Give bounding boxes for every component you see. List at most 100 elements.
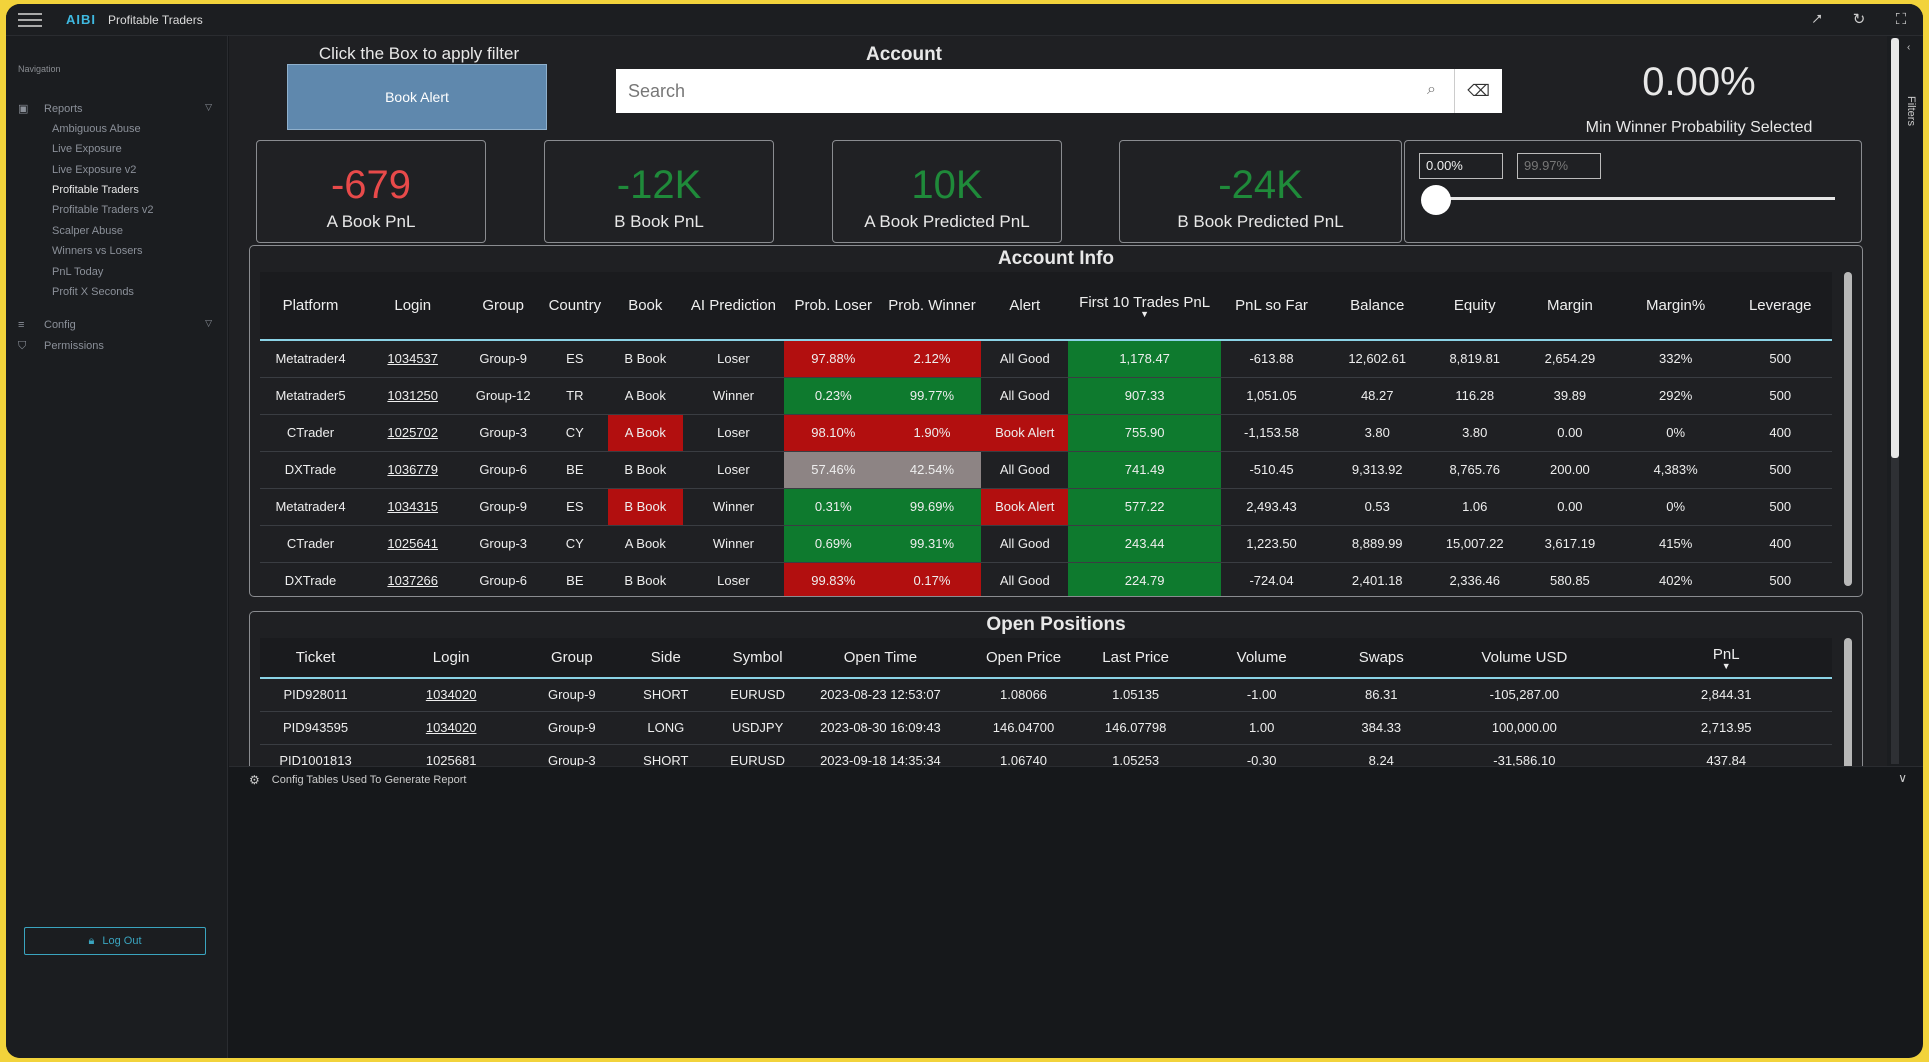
column-header[interactable]: Alert bbox=[981, 272, 1069, 341]
table-row[interactable]: Metatrader4 1034537 Group-9 ES B Book Loser 97… bbox=[260, 340, 1832, 378]
column-header[interactable]: Equity bbox=[1432, 272, 1518, 341]
login-link[interactable]: 1025681 bbox=[371, 744, 532, 770]
main-scroll-thumb[interactable] bbox=[1891, 38, 1899, 458]
login-link[interactable]: 1034020 bbox=[371, 678, 532, 712]
slider-track[interactable] bbox=[1435, 197, 1835, 200]
sidebar-item-profit-x-seconds[interactable]: Profit X Seconds bbox=[52, 286, 134, 298]
login-link[interactable]: 1037266 bbox=[361, 562, 465, 596]
column-header[interactable]: Prob. Loser bbox=[783, 272, 883, 341]
login-link[interactable]: 1034537 bbox=[361, 340, 465, 378]
account-info-scroll-thumb[interactable] bbox=[1844, 272, 1852, 586]
slider-max-input[interactable]: 99.97% bbox=[1517, 153, 1601, 179]
table-cell: -105,287.00 bbox=[1428, 678, 1621, 712]
sidebar-group-reports[interactable]: ▣ Reports ▽ bbox=[18, 100, 218, 118]
table-cell: 1,178.47 bbox=[1068, 340, 1221, 378]
column-header[interactable]: PnL so Far bbox=[1220, 272, 1323, 341]
column-header[interactable]: PnL ▼ bbox=[1620, 638, 1832, 679]
slider-thumb[interactable] bbox=[1421, 185, 1451, 215]
filters-toggle[interactable]: Filters bbox=[1905, 96, 1917, 126]
fullscreen-icon[interactable]: ⛶ bbox=[1895, 11, 1907, 28]
table-row[interactable]: Metatrader4 1034315 Group-9 ES B Book Winner 0… bbox=[260, 488, 1832, 526]
sidebar-group-permissions[interactable]: ⛉ Permissions bbox=[18, 337, 218, 355]
table-row[interactable]: CTrader 1025641 Group-3 CY A Book Winner 0.69%… bbox=[260, 525, 1832, 563]
column-header[interactable]: Platform bbox=[260, 272, 362, 341]
column-header-label: Symbol bbox=[732, 649, 783, 666]
account-info-scrollbar[interactable] bbox=[1844, 272, 1852, 586]
sort-desc-icon[interactable]: ▼ bbox=[1721, 661, 1731, 671]
table-row[interactable]: PID928011 1034020 Group-9 SHORT EURUSD 2023-0… bbox=[260, 678, 1832, 712]
column-header[interactable]: Ticket bbox=[260, 638, 372, 679]
column-header[interactable]: First 10 Trades PnL ▼ bbox=[1068, 272, 1221, 341]
table-row[interactable]: PID943595 1034020 Group-9 LONG USDJPY 2023-08… bbox=[260, 711, 1832, 745]
column-header[interactable]: Group bbox=[464, 272, 542, 341]
column-header[interactable]: AI Prediction bbox=[682, 272, 784, 341]
sidebar-item-profitable-traders-v2[interactable]: Profitable Traders v2 bbox=[52, 204, 154, 216]
login-link[interactable]: 1025702 bbox=[361, 414, 465, 452]
table-cell: 42.54% bbox=[882, 451, 982, 489]
table-cell: 437.84 bbox=[1620, 744, 1832, 770]
hamburger-icon[interactable] bbox=[18, 12, 42, 27]
kpi-a-book-pnl: -679 A Book PnL bbox=[256, 140, 486, 243]
table-cell: 1,051.05 bbox=[1220, 377, 1323, 415]
search-input[interactable] bbox=[616, 71, 1396, 111]
column-header[interactable]: Balance bbox=[1322, 272, 1433, 341]
login-link[interactable]: 1034020 bbox=[371, 711, 532, 745]
sidebar-item-live-exposure[interactable]: Live Exposure bbox=[52, 143, 122, 155]
column-header[interactable]: Leverage bbox=[1728, 272, 1832, 341]
config-tables-bar[interactable]: ⚙ Config Tables Used To Generate Report … bbox=[229, 766, 1923, 792]
column-header[interactable]: Login bbox=[361, 272, 465, 341]
column-header[interactable]: Side bbox=[612, 638, 720, 679]
table-row[interactable]: CTrader 1025702 Group-3 CY A Book Loser 98.10%… bbox=[260, 414, 1832, 452]
sidebar-item-scalper-abuse[interactable]: Scalper Abuse bbox=[52, 225, 123, 237]
column-header[interactable]: Group bbox=[531, 638, 613, 679]
book-alert-filter-button[interactable]: Book Alert bbox=[287, 64, 547, 130]
open-positions-scroll-thumb[interactable] bbox=[1844, 638, 1852, 770]
chevron-left-icon[interactable]: ‹ bbox=[1907, 42, 1911, 53]
share-icon[interactable]: ⭧ bbox=[1812, 11, 1822, 28]
login-link[interactable]: 1031250 bbox=[361, 377, 465, 415]
table-cell: Group-3 bbox=[464, 414, 542, 452]
sidebar-item-profitable-traders[interactable]: Profitable Traders bbox=[52, 184, 139, 196]
column-header[interactable]: Swaps bbox=[1334, 638, 1429, 679]
table-cell: All Good bbox=[981, 340, 1069, 378]
main-scrollbar[interactable] bbox=[1891, 38, 1899, 764]
logout-button[interactable]: 🔒︎ Log Out bbox=[24, 927, 206, 955]
table-row[interactable]: DXTrade 1037266 Group-6 BE B Book Loser 99.83%… bbox=[260, 562, 1832, 596]
sidebar-item-live-exposure-v2[interactable]: Live Exposure v2 bbox=[52, 164, 137, 176]
table-row[interactable]: DXTrade 1036779 Group-6 BE B Book Loser 57.46%… bbox=[260, 451, 1832, 489]
table-cell: ES bbox=[541, 340, 608, 378]
sidebar-item-winners-vs-losers[interactable]: Winners vs Losers bbox=[52, 245, 143, 257]
column-header[interactable]: Login bbox=[371, 638, 532, 679]
chevron-down-icon[interactable]: ▽ bbox=[205, 102, 212, 112]
table-row[interactable]: PID1001813 1025681 Group-3 SHORT EURUSD 2023-… bbox=[260, 744, 1832, 770]
table-cell: 402% bbox=[1622, 562, 1729, 596]
table-row[interactable]: Metatrader5 1031250 Group-12 TR A Book Winner… bbox=[260, 377, 1832, 415]
sort-desc-icon[interactable]: ▼ bbox=[1140, 309, 1150, 319]
table-cell: SHORT bbox=[612, 678, 720, 712]
column-header[interactable]: Margin% bbox=[1622, 272, 1729, 341]
column-header[interactable]: Margin bbox=[1517, 272, 1623, 341]
login-link[interactable]: 1036779 bbox=[361, 451, 465, 489]
column-header[interactable]: Open Price bbox=[964, 638, 1083, 679]
column-header[interactable]: Volume bbox=[1189, 638, 1335, 679]
column-header[interactable]: Prob. Winner bbox=[882, 272, 982, 341]
column-header[interactable]: Last Price bbox=[1082, 638, 1190, 679]
sidebar-item-pnl-today[interactable]: PnL Today bbox=[52, 266, 104, 278]
login-link[interactable]: 1034315 bbox=[361, 488, 465, 526]
search-icon[interactable]: ⌕ bbox=[1427, 81, 1436, 98]
login-link[interactable]: 1025641 bbox=[361, 525, 465, 563]
column-header[interactable]: Symbol bbox=[719, 638, 797, 679]
sidebar-group-config[interactable]: ≡ Config ▽ bbox=[18, 316, 218, 334]
open-positions-scrollbar[interactable] bbox=[1844, 638, 1852, 770]
slider-min-input[interactable]: 0.00% bbox=[1419, 153, 1503, 179]
sidebar-item-ambiguous-abuse[interactable]: Ambiguous Abuse bbox=[52, 123, 141, 135]
column-header[interactable]: Book bbox=[607, 272, 683, 341]
chevron-down-icon[interactable]: ∨ bbox=[1898, 771, 1907, 785]
column-header[interactable]: Country bbox=[541, 272, 608, 341]
column-header[interactable]: Open Time bbox=[796, 638, 965, 679]
refresh-icon[interactable]: ↻ bbox=[1852, 11, 1866, 28]
chevron-down-icon[interactable]: ▽ bbox=[205, 318, 212, 328]
search-box: ⌕ bbox=[616, 69, 1454, 113]
column-header[interactable]: Volume USD bbox=[1428, 638, 1621, 679]
clear-search-button[interactable]: ⌫ bbox=[1454, 69, 1502, 113]
